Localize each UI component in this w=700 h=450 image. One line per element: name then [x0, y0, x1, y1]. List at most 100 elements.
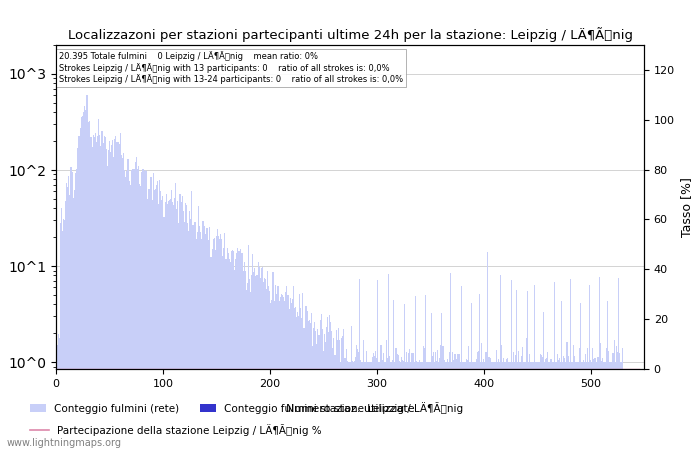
Bar — [171, 190, 172, 450]
Bar — [598, 277, 600, 450]
Bar — [576, 362, 578, 450]
Bar — [92, 147, 93, 450]
Bar — [104, 137, 106, 450]
Bar — [457, 354, 458, 450]
Bar — [456, 359, 457, 450]
Bar — [258, 267, 260, 450]
Bar — [477, 352, 478, 450]
Bar — [323, 351, 324, 450]
Bar — [189, 212, 190, 450]
Bar — [389, 356, 390, 450]
Bar — [295, 307, 296, 450]
Bar — [209, 227, 211, 450]
Bar — [446, 362, 447, 450]
Bar — [593, 359, 594, 450]
Bar — [407, 362, 408, 450]
Bar — [82, 116, 83, 450]
Bar — [203, 221, 204, 450]
Bar — [75, 173, 76, 450]
Bar — [217, 229, 218, 450]
Bar — [313, 328, 314, 450]
Bar — [244, 262, 245, 450]
Legend: Partecipazione della stazione Leipzig / LÄ¶Ãnig %: Partecipazione della stazione Leipzig / … — [26, 420, 326, 440]
Bar — [351, 361, 353, 450]
Bar — [120, 155, 122, 450]
Bar — [93, 135, 94, 450]
Bar — [321, 315, 322, 450]
Bar — [253, 272, 254, 450]
Bar — [392, 360, 393, 450]
Bar — [216, 236, 217, 450]
Bar — [122, 153, 124, 450]
Bar — [491, 362, 493, 450]
Bar — [109, 141, 110, 450]
Bar — [558, 360, 559, 450]
Bar — [620, 362, 621, 450]
Bar — [357, 349, 358, 450]
Bar — [179, 194, 181, 450]
Bar — [424, 348, 426, 450]
Bar — [544, 362, 545, 450]
Bar — [107, 166, 108, 450]
Bar — [591, 362, 592, 450]
Bar — [385, 362, 386, 450]
Bar — [371, 362, 372, 450]
Bar — [437, 350, 438, 450]
Bar — [487, 252, 489, 450]
Bar — [607, 302, 608, 450]
Bar — [405, 362, 406, 450]
Bar — [404, 304, 405, 450]
Bar — [408, 352, 409, 450]
Bar — [154, 190, 155, 450]
Partecipazione della stazione Leipzig / LÄ¶Ãnig % — [473, 366, 482, 372]
Bar — [337, 328, 339, 450]
Bar — [612, 353, 613, 450]
Bar — [127, 159, 128, 450]
Bar — [158, 204, 159, 450]
Bar — [326, 327, 327, 450]
Bar — [573, 345, 574, 450]
Bar — [613, 340, 615, 450]
Bar — [181, 196, 183, 450]
Bar — [419, 360, 420, 450]
Bar — [264, 278, 265, 450]
Bar — [197, 206, 199, 450]
Bar — [391, 362, 392, 450]
Bar — [382, 360, 383, 450]
Bar — [499, 362, 500, 450]
Bar — [266, 289, 267, 450]
Bar — [615, 362, 616, 450]
Bar — [265, 279, 266, 450]
Bar — [317, 329, 318, 450]
Bar — [448, 362, 449, 450]
Bar — [403, 360, 404, 450]
Bar — [134, 162, 136, 450]
Bar — [229, 260, 230, 450]
Bar — [327, 317, 328, 450]
Bar — [113, 157, 114, 450]
Bar — [564, 358, 566, 450]
Bar — [534, 285, 536, 450]
Partecipazione della stazione Leipzig / LÄ¶Ãnig % — [139, 366, 147, 372]
Bar — [393, 300, 394, 450]
Bar — [365, 351, 367, 450]
Bar — [461, 286, 462, 450]
Bar — [586, 362, 587, 450]
Bar — [343, 329, 344, 450]
Bar — [214, 238, 215, 450]
Bar — [483, 359, 484, 450]
Bar — [462, 362, 463, 450]
Bar — [279, 302, 280, 450]
Bar — [522, 347, 523, 450]
Bar — [550, 359, 552, 450]
Bar — [330, 321, 331, 450]
Bar — [342, 336, 343, 450]
Bar — [473, 362, 475, 450]
Partecipazione della stazione Leipzig / LÄ¶Ãnig % — [53, 366, 62, 372]
Bar — [545, 359, 546, 450]
Bar — [240, 249, 241, 450]
Bar — [600, 343, 601, 450]
Bar — [519, 362, 521, 450]
Bar — [174, 198, 175, 450]
Bar — [440, 345, 442, 450]
